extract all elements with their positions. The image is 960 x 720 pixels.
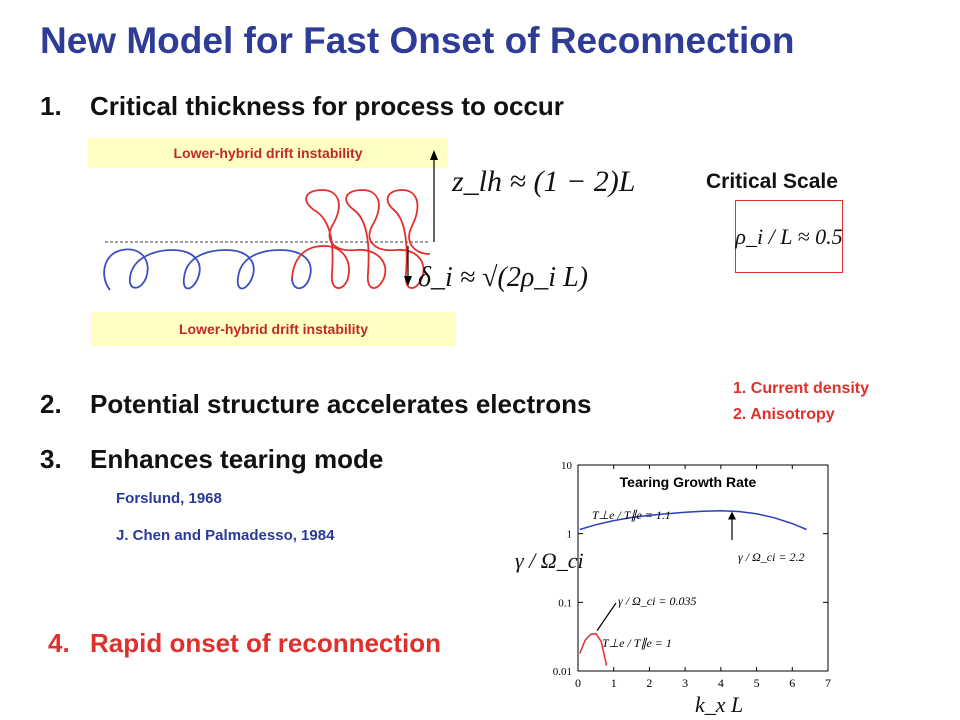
series-line-2 xyxy=(579,632,608,666)
x-tick-label: 1 xyxy=(611,676,617,690)
y-tick-label: 0.1 xyxy=(558,597,572,609)
point-1-text: Critical thickness for process to occur xyxy=(90,91,564,121)
point-4-number: 4. xyxy=(48,628,70,658)
point-2: 2. Potential structure accelerates electr… xyxy=(40,389,591,420)
point-1-number: 1. xyxy=(40,91,62,121)
critical-scale-box: ρ_i / L ≈ 0.5 xyxy=(735,200,843,273)
critical-scale-label: Critical Scale xyxy=(706,170,838,193)
reference-forslund: Forslund, 1968 xyxy=(116,490,222,507)
point-3: 3. Enhances tearing mode xyxy=(40,444,383,475)
series-label-2: T⊥e / T∥e = 1 xyxy=(602,636,672,650)
delta-i-arrowhead xyxy=(404,276,412,286)
point-4-text: Rapid onset of reconnection xyxy=(90,628,442,658)
annotation-low: γ / Ω_ci = 0.035 xyxy=(618,594,697,608)
chart-x-label: k_x L xyxy=(695,692,744,717)
ion-orbit-diagram xyxy=(103,150,438,291)
point-2-number: 2. xyxy=(40,389,62,419)
series-line-1 xyxy=(579,510,807,531)
point-3-number: 3. xyxy=(40,444,62,474)
growth-rate-chart: 0 1 2 3 4 5 6 7 0.01 0.1 1 10 Tearing Growth Rate T⊥e… xyxy=(553,460,831,690)
annotation-peak: γ / Ω_ci = 2.2 xyxy=(738,550,805,564)
reference-chen: J. Chen and Palmadesso, 1984 xyxy=(116,527,335,544)
lhdi-band-top: Lower-hybrid drift instability xyxy=(88,138,448,168)
x-tick-label: 5 xyxy=(754,676,760,690)
condition-anisotropy: 2. Anisotropy xyxy=(733,406,835,423)
x-tick-label: 6 xyxy=(789,676,795,690)
y-tick-label: 1 xyxy=(567,529,573,541)
y-tick-label: 10 xyxy=(561,460,573,472)
chart-y-label: γ / Ω_ci xyxy=(515,548,584,573)
lhdi-band-bottom: Lower-hybrid drift instability xyxy=(91,312,456,346)
x-tick-label: 4 xyxy=(718,676,724,690)
z-lh-equation: z_lh ≈ (1 − 2)L xyxy=(452,165,636,198)
point-3-text: Enhances tearing mode xyxy=(90,444,384,474)
y-tick-label: 0.01 xyxy=(553,666,572,678)
point-4: 4. Rapid onset of reconnection xyxy=(48,628,441,659)
point-2-text: Potential structure accelerates electron… xyxy=(90,389,592,419)
x-tick-label: 0 xyxy=(575,676,581,690)
series-label-1: T⊥e / T∥e = 1.1 xyxy=(592,508,671,522)
x-tick-label: 2 xyxy=(646,676,652,690)
z-lh-arrowhead xyxy=(430,150,438,160)
chart-title: Tearing Growth Rate xyxy=(620,474,757,490)
annotation-arrowhead-peak xyxy=(728,511,736,520)
annotation-arrow-low xyxy=(596,602,617,631)
slide-title: New Model for Fast Onset of Reconnection xyxy=(40,20,795,61)
delta-i-equation: δ_i ≈ √(2ρ_i L) xyxy=(418,262,588,293)
x-tick-label: 7 xyxy=(825,676,831,690)
plot-frame xyxy=(577,464,829,672)
meandering-orbit-left xyxy=(103,248,312,291)
conditions-list: 1. Current density 2. Anisotropy xyxy=(733,376,869,428)
x-tick-label: 3 xyxy=(682,676,688,690)
meandering-orbit-right xyxy=(291,189,431,289)
critical-scale-equation: ρ_i / L ≈ 0.5 xyxy=(735,223,843,249)
point-1: 1. Critical thickness for process to occu… xyxy=(40,91,564,122)
condition-current-density: 1. Current density xyxy=(733,380,870,397)
